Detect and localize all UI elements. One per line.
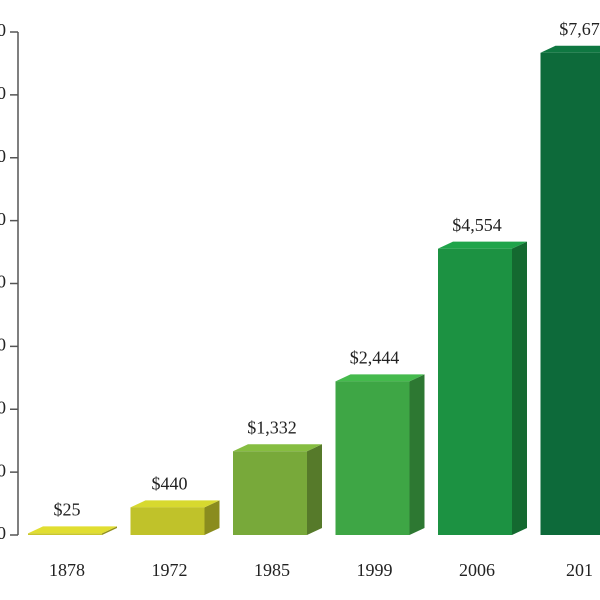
bar-top (335, 374, 425, 382)
bar-top (438, 241, 527, 249)
y-tick-label: 6000 (0, 146, 6, 166)
x-tick-label: 1999 (357, 560, 393, 580)
bar-side (512, 241, 527, 536)
value-label: $7,67 (559, 19, 600, 39)
bar-side (204, 500, 220, 535)
y-tick-label: 5000 (0, 209, 6, 229)
bar (28, 533, 102, 535)
bar-top (540, 45, 600, 53)
bar (233, 451, 307, 535)
y-tick-label: 1000 (0, 460, 6, 480)
bar-side (409, 374, 425, 535)
value-label: $2,444 (350, 347, 400, 367)
bar (540, 52, 600, 535)
x-tick-label: 1972 (152, 560, 188, 580)
y-tick-label: 8000 (0, 20, 6, 40)
y-tick-label: 0 (0, 523, 6, 543)
value-label: $25 (54, 500, 81, 520)
value-label: $4,554 (452, 215, 502, 235)
bar-top (28, 526, 117, 534)
x-tick-label: 1985 (254, 560, 290, 580)
bar-top (233, 444, 322, 452)
value-label: $440 (152, 473, 188, 493)
bar (438, 248, 512, 536)
y-tick-label: 4000 (0, 272, 6, 292)
x-tick-label: 2006 (459, 560, 495, 580)
bar-top (130, 500, 220, 508)
bar (130, 507, 205, 535)
x-tick-label: 201 (566, 560, 593, 580)
y-tick-label: 2000 (0, 397, 6, 417)
y-tick-label: 7000 (0, 83, 6, 103)
value-label: $1,332 (247, 417, 297, 437)
y-tick-label: 3000 (0, 335, 6, 355)
bar (335, 381, 410, 535)
bar-side (307, 444, 322, 535)
bar-side (102, 526, 117, 535)
x-tick-label: 1878 (49, 560, 85, 580)
